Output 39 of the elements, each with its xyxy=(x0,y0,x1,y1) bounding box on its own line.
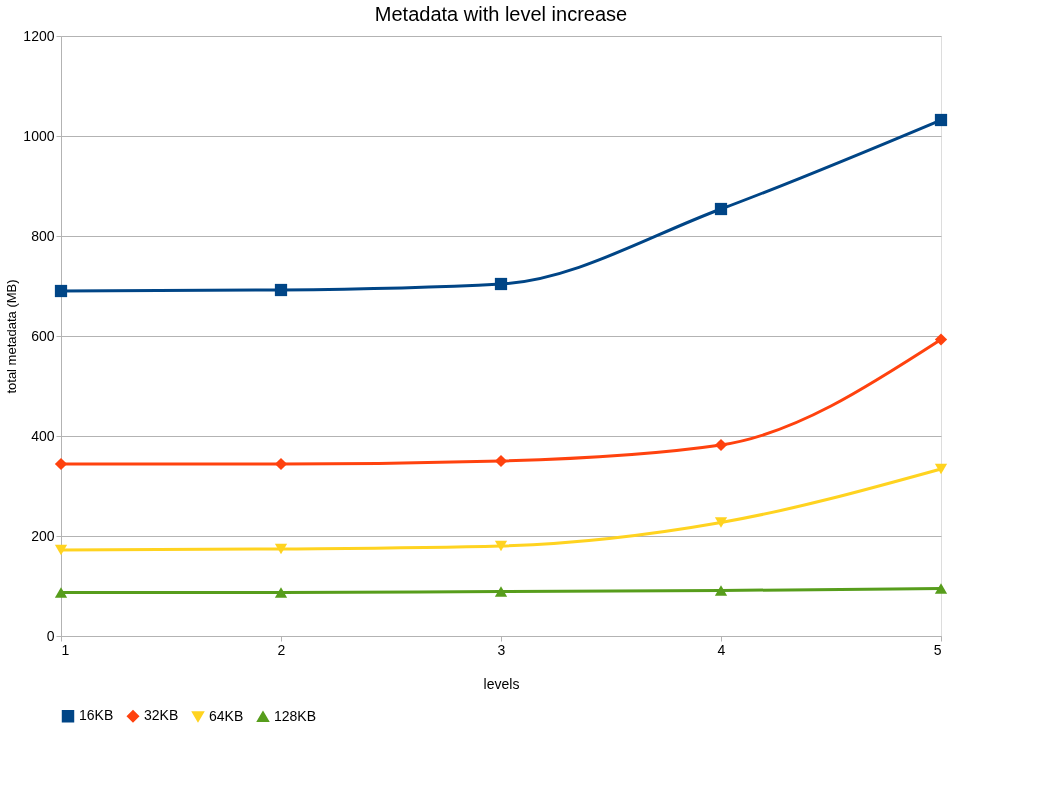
point xyxy=(714,517,728,528)
point xyxy=(54,284,68,298)
point xyxy=(714,585,728,596)
y-tick-label: 1000 xyxy=(23,127,55,144)
point xyxy=(714,438,728,452)
x-tick-label: 3 xyxy=(497,641,506,658)
point xyxy=(934,113,948,127)
y-axis-title: total metadata (MB) xyxy=(4,279,20,394)
y-tick-label: 1200 xyxy=(23,27,55,44)
point xyxy=(934,333,948,346)
point xyxy=(714,202,728,216)
y-tick-label: 800 xyxy=(31,227,55,244)
y-tick-label: 0 xyxy=(46,627,55,644)
x-tick-label: 5 xyxy=(933,641,942,658)
point xyxy=(54,457,68,471)
y-tick-label: 400 xyxy=(31,427,55,444)
x-tick-label: 1 xyxy=(61,641,70,658)
point xyxy=(274,543,288,555)
point xyxy=(934,583,948,594)
point xyxy=(494,586,508,597)
point xyxy=(54,544,68,556)
point xyxy=(494,277,508,291)
point xyxy=(54,587,68,598)
y-tick-label: 200 xyxy=(31,527,55,544)
x-axis-title: levels xyxy=(483,675,520,692)
x-tick-label: 2 xyxy=(277,641,286,658)
legend-label: 32KB xyxy=(144,707,179,724)
legend-label: 128KB xyxy=(274,707,317,724)
chart-title: Metadata with level increase xyxy=(374,3,628,25)
point xyxy=(934,463,948,475)
point xyxy=(274,587,288,598)
y-tick-label: 600 xyxy=(31,327,55,344)
legend-label: 16KB xyxy=(79,707,114,724)
x-tick-label: 4 xyxy=(717,641,726,658)
point xyxy=(494,540,508,552)
point xyxy=(274,283,288,297)
point xyxy=(494,454,508,468)
legend-label: 64KB xyxy=(209,707,244,724)
point xyxy=(274,457,288,471)
